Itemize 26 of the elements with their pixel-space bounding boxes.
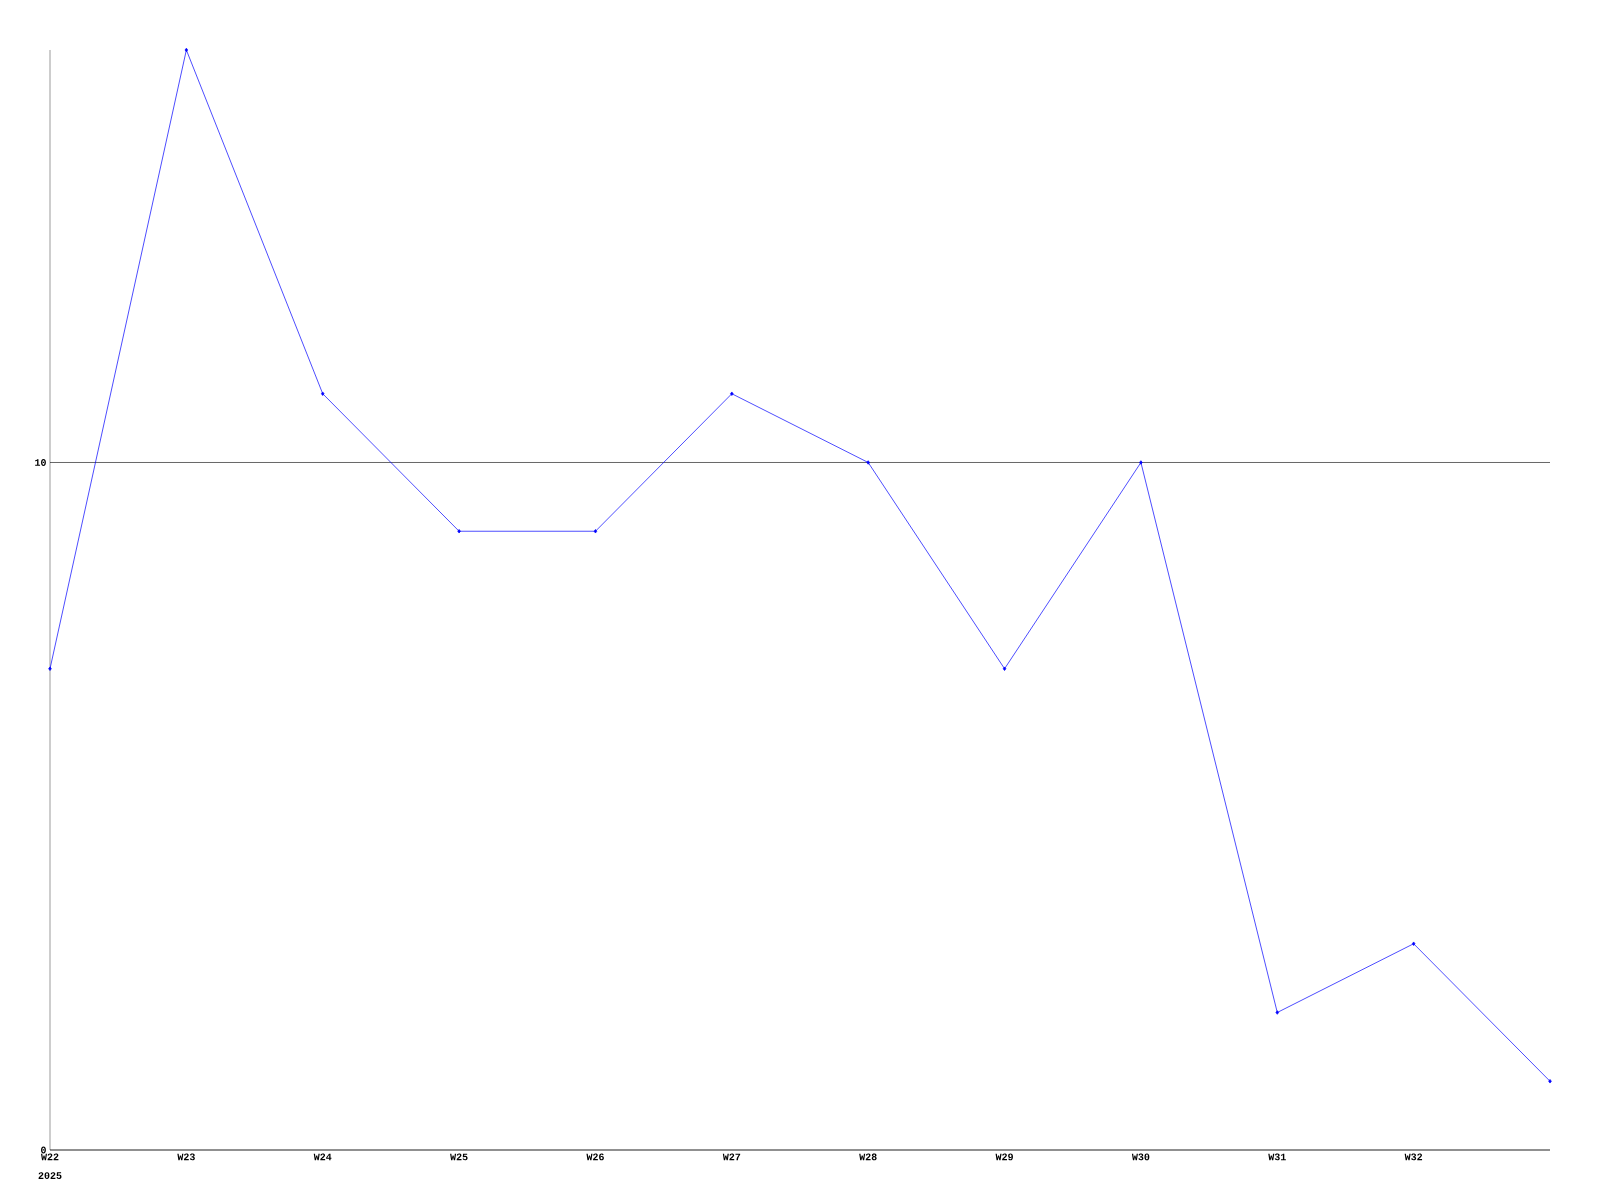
point bbox=[1411, 941, 1416, 946]
point bbox=[866, 460, 870, 465]
point bbox=[1002, 666, 1007, 671]
point bbox=[1548, 1079, 1552, 1084]
point bbox=[730, 391, 734, 396]
point bbox=[1139, 460, 1143, 465]
point bbox=[457, 529, 461, 534]
text: 2025 bbox=[38, 1172, 62, 1179]
point bbox=[593, 529, 598, 534]
x-tick-label: W28 bbox=[859, 1153, 877, 1161]
x-tick-label: W30 bbox=[1131, 1153, 1150, 1161]
x-tick-label: W27 bbox=[722, 1153, 741, 1161]
x-tick-label: W25 bbox=[450, 1153, 468, 1161]
x-tick-label: W29 bbox=[995, 1153, 1013, 1161]
x-tick-label: W26 bbox=[586, 1153, 604, 1161]
point bbox=[184, 47, 189, 53]
x-tick-label: W31 bbox=[1268, 1153, 1286, 1161]
x-tick-label: W23 bbox=[177, 1153, 195, 1161]
y-tick-label: 0 bbox=[41, 1146, 46, 1154]
x-tick-label: W22 bbox=[41, 1153, 59, 1161]
x-tick-label: W32 bbox=[1404, 1153, 1423, 1161]
y-tick-label: 10 bbox=[35, 459, 46, 466]
point bbox=[1275, 1010, 1279, 1015]
point bbox=[321, 391, 325, 396]
point bbox=[48, 666, 52, 671]
x-tick-label: W24 bbox=[313, 1153, 332, 1161]
